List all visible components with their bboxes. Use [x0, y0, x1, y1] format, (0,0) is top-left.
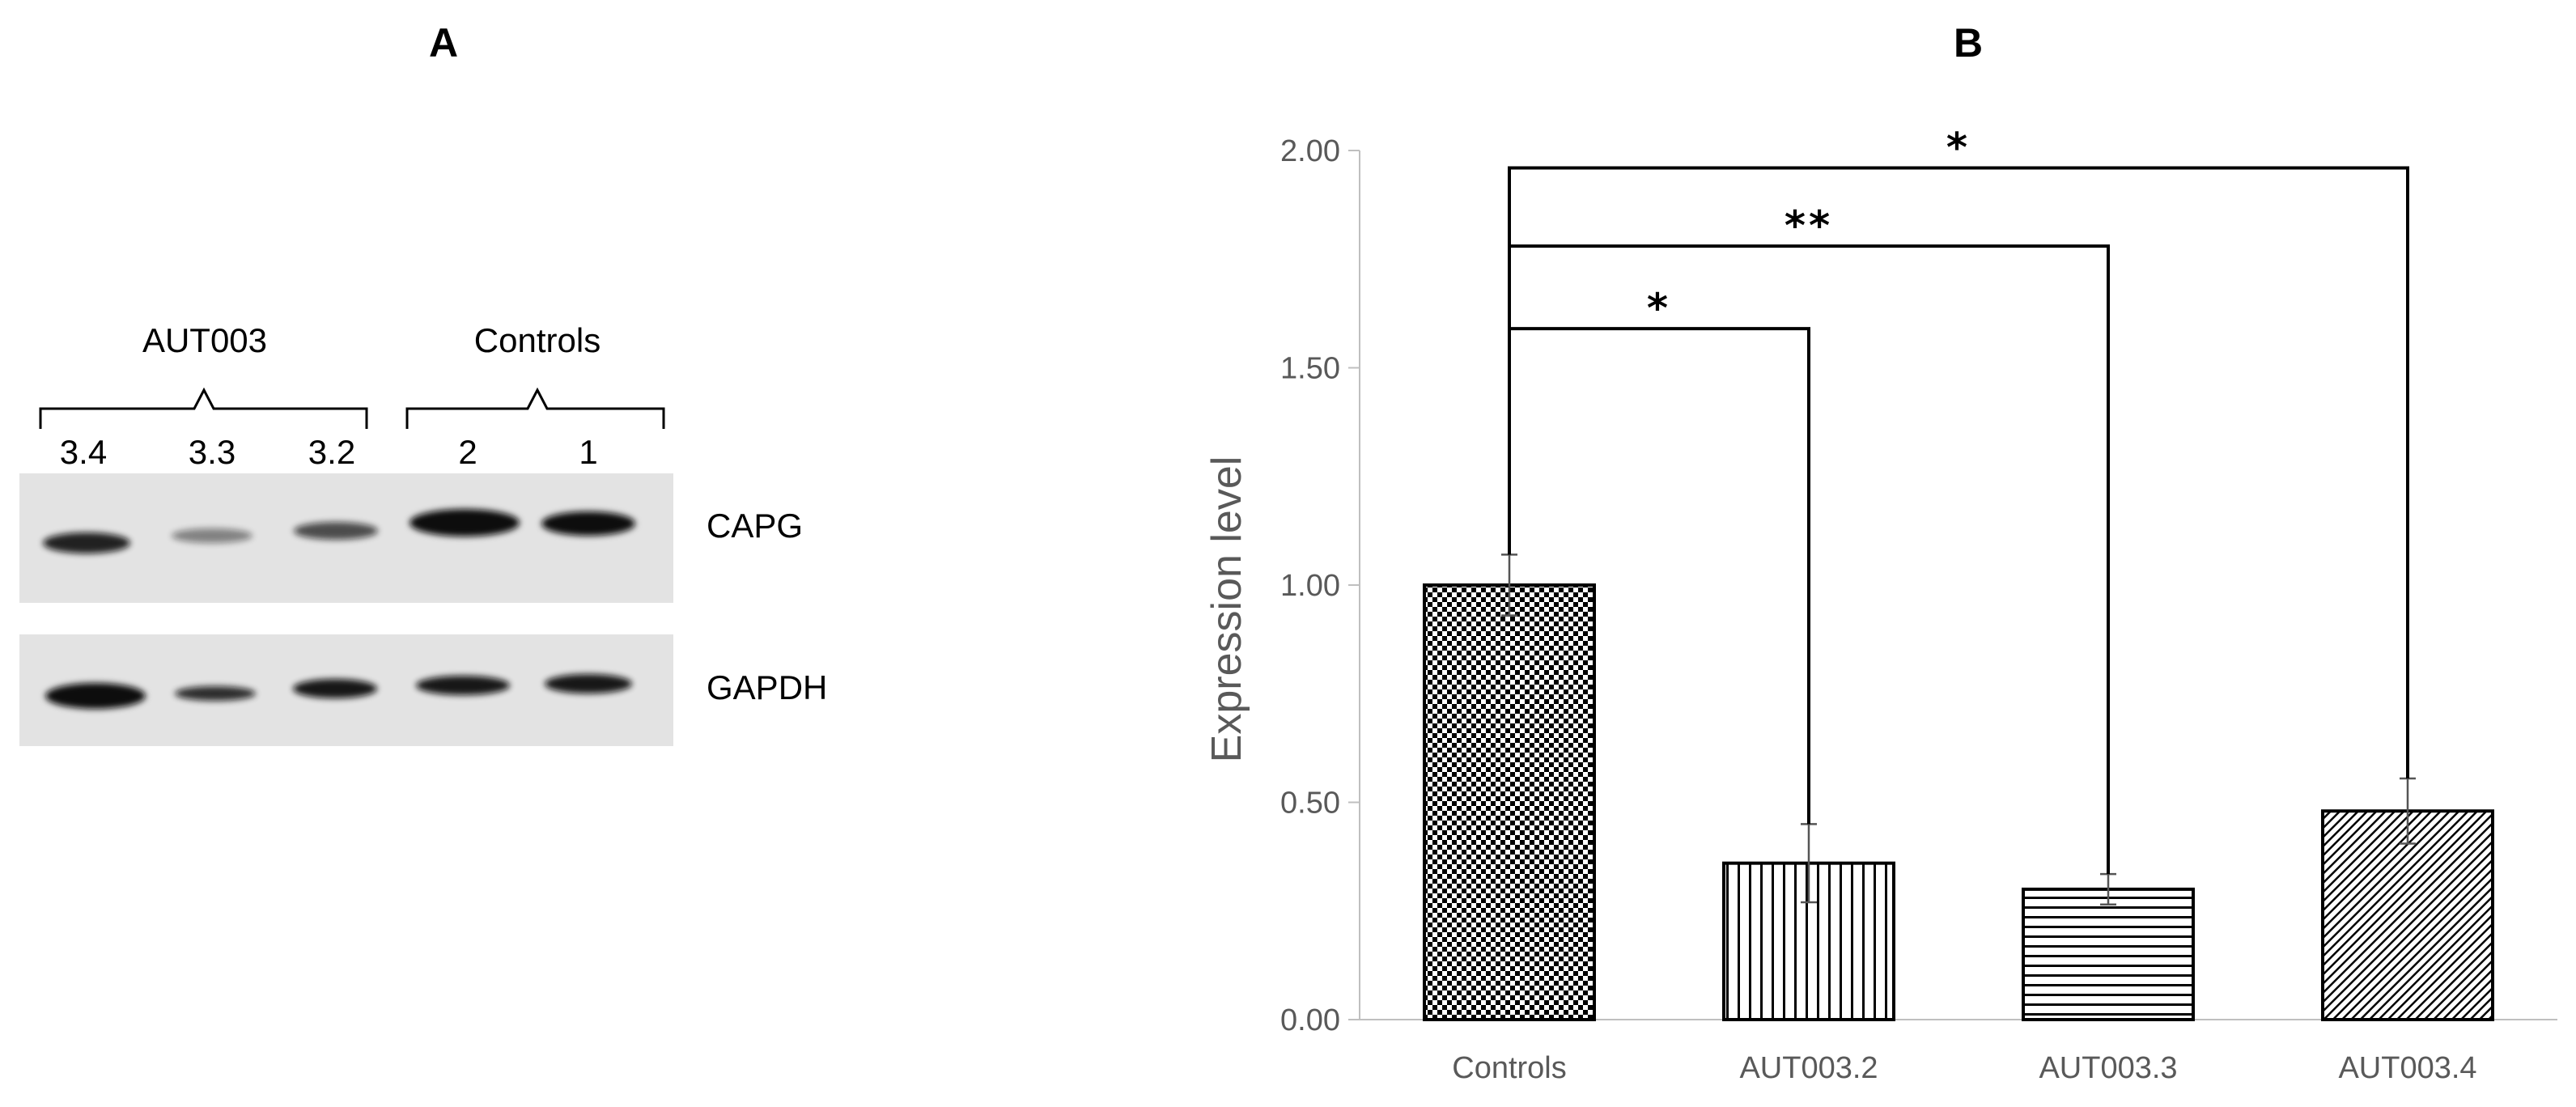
panel-b: B 0.00 0.50 1.00 1.50 2.00 Expression level Co… [1203, 20, 2557, 1085]
blot-label-gapdh: GAPDH [707, 668, 827, 706]
x-tick-label: AUT003.4 [2338, 1051, 2476, 1085]
band [541, 511, 635, 536]
group-label-aut003: AUT003 [142, 321, 267, 359]
group-bracket-aut003 [39, 387, 368, 429]
lane-label: 3.3 [189, 433, 236, 471]
bar-chart: 0.00 0.50 1.00 1.50 2.00 Expression level Cont… [1203, 124, 2557, 1085]
significance-label: * [1647, 285, 1671, 332]
significance-bracket [1508, 166, 2409, 778]
group-bracket-controls [405, 387, 665, 429]
blot-label-capg: CAPG [707, 507, 803, 545]
bar [2022, 887, 2195, 1022]
band [416, 676, 510, 695]
panel-b-label: B [1954, 20, 1983, 66]
y-tick-label: 1.50 [1280, 352, 1340, 386]
x-tick-label: AUT003.2 [1739, 1051, 1878, 1085]
lane-label: 3.2 [308, 433, 355, 471]
significance-label: ** [1785, 202, 1833, 249]
y-tick-label: 2.00 [1280, 134, 1340, 168]
band [43, 532, 130, 554]
band [175, 686, 256, 701]
blot-gapdh-bands [45, 674, 632, 709]
lane-label: 3.4 [60, 433, 107, 471]
y-tick-label: 0.00 [1280, 1003, 1340, 1037]
y-axis-title: Expression level [1203, 456, 1250, 763]
band [293, 679, 377, 698]
band [294, 522, 378, 540]
lane-label: 1 [579, 433, 597, 471]
y-tick-label: 1.00 [1280, 569, 1340, 603]
band [545, 674, 632, 693]
x-tick-label: Controls [1452, 1051, 1567, 1085]
y-tick-label: 0.50 [1280, 787, 1340, 821]
panel-a: A AUT003 Controls 3.4 3.3 3.2 2 1 CAPG [19, 20, 827, 746]
x-tick-label: AUT003.3 [2039, 1051, 2177, 1085]
group-label-controls: Controls [474, 321, 601, 359]
bar [1423, 583, 1596, 1021]
significance-label: * [1946, 124, 1971, 171]
lane-label: 2 [458, 433, 477, 471]
blot-capg-bands [43, 509, 635, 554]
band [410, 509, 520, 537]
panel-a-label: A [429, 20, 458, 66]
band [172, 528, 253, 543]
band [45, 683, 146, 709]
